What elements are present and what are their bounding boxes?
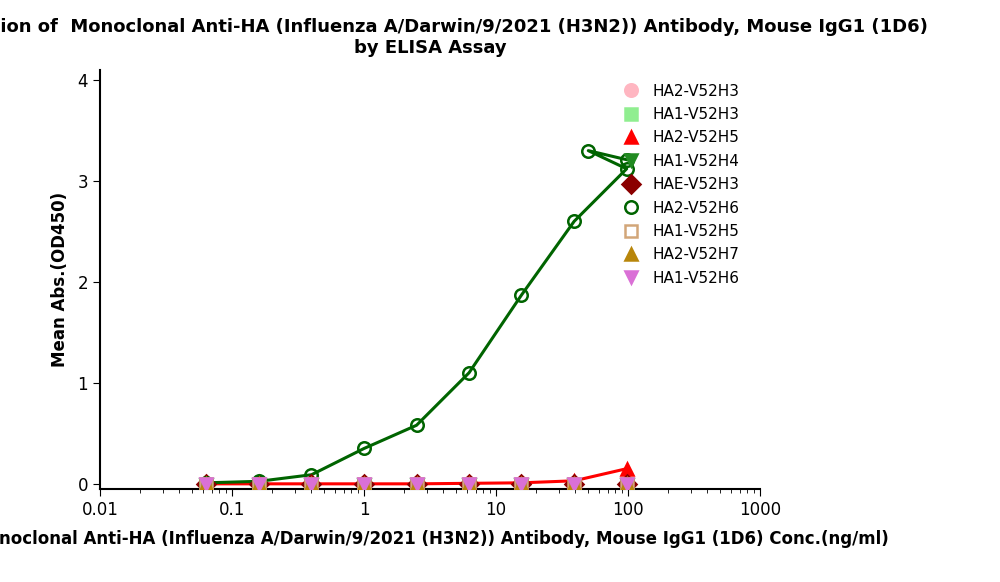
Title: Detection of  Monoclonal Anti-HA (Influenza A/Darwin/9/2021 (H3N2)) Antibody, Mo: Detection of Monoclonal Anti-HA (Influen… [0,19,927,57]
X-axis label: Monoclonal Anti-HA (Influenza A/Darwin/9/2021 (H3N2)) Antibody, Mouse IgG1 (1D6): Monoclonal Anti-HA (Influenza A/Darwin/9… [0,530,889,548]
Legend: HA2-V52H3, HA1-V52H3, HA2-V52H5, HA1-V52H4, HAE-V52H3, HA2-V52H6, HA1-V52H5, HA2: HA2-V52H3, HA1-V52H3, HA2-V52H5, HA1-V52… [616,77,746,292]
Y-axis label: Mean Abs.(OD450): Mean Abs.(OD450) [51,192,69,367]
